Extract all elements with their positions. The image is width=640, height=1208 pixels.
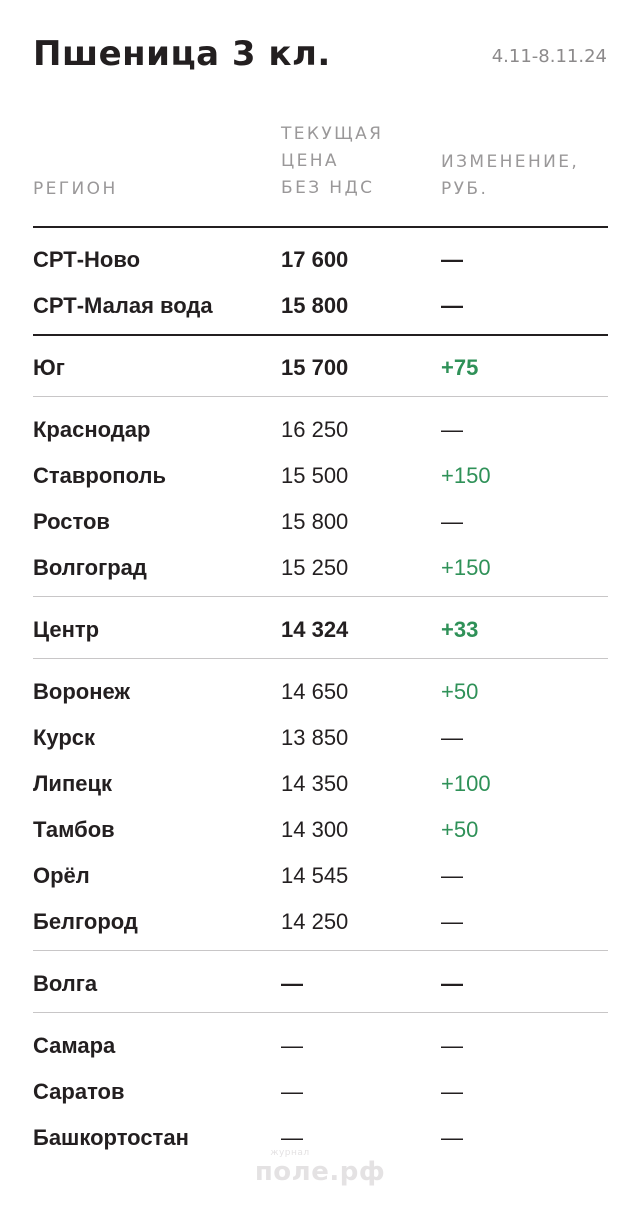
header-divider bbox=[33, 226, 608, 228]
change-value: +100 bbox=[441, 771, 491, 796]
page-title: Пшеница 3 кл. bbox=[33, 34, 331, 74]
price-value: 14 650 bbox=[281, 679, 349, 704]
table-row: Краснодар 16 250 — bbox=[0, 415, 640, 445]
group-divider bbox=[33, 396, 608, 397]
price-value: 14 324 bbox=[281, 617, 349, 642]
table-row: Волгоград 15 250 +150 bbox=[0, 553, 640, 583]
table-row: Воронеж 14 650 +50 bbox=[0, 677, 640, 707]
watermark-logo: журнал поле.рф bbox=[0, 1148, 640, 1186]
table-row: СРТ-Малая вода 15 800 — bbox=[0, 291, 640, 321]
group-divider bbox=[33, 658, 608, 659]
price-value: 14 250 bbox=[281, 909, 349, 934]
price-value: 14 350 bbox=[281, 771, 349, 796]
table-row-group-total: Волга — — bbox=[0, 969, 640, 999]
region-name: Липецк bbox=[33, 771, 113, 796]
change-value: +50 bbox=[441, 679, 479, 704]
change-value: — bbox=[441, 725, 463, 750]
table-row: Орёл 14 545 — bbox=[0, 861, 640, 891]
region-name: Башкортостан bbox=[33, 1125, 189, 1150]
column-header-price: ТЕКУЩАЯ ЦЕНА БЕЗ НДС bbox=[281, 124, 384, 198]
price-value: — bbox=[281, 1033, 303, 1058]
price-value: 13 850 bbox=[281, 725, 349, 750]
table-row: Самара — — bbox=[0, 1031, 640, 1061]
group-divider bbox=[33, 1012, 608, 1013]
table-row: Белгород 14 250 — bbox=[0, 907, 640, 937]
watermark-brand-text: поле.рф bbox=[254, 1157, 386, 1187]
change-value: +50 bbox=[441, 817, 479, 842]
region-name: Центр bbox=[33, 617, 100, 642]
column-header-region: РЕГИОН bbox=[33, 179, 118, 199]
price-value: 15 700 bbox=[281, 355, 349, 380]
price-value: 14 545 bbox=[281, 863, 349, 888]
watermark-small-text: журнал bbox=[270, 1148, 310, 1158]
change-value: +150 bbox=[441, 555, 491, 580]
column-header-change: ИЗМЕНЕНИЕ, РУБ. bbox=[441, 152, 580, 199]
table-row-group-total: Юг 15 700 +75 bbox=[0, 353, 640, 383]
table-row: Ставрополь 15 500 +150 bbox=[0, 461, 640, 491]
group-divider bbox=[33, 334, 608, 336]
region-name: Ростов bbox=[33, 509, 110, 534]
change-value: — bbox=[441, 909, 463, 934]
price-value: 15 800 bbox=[281, 293, 349, 318]
price-value: 14 300 bbox=[281, 817, 349, 842]
table-row: Липецк 14 350 +100 bbox=[0, 769, 640, 799]
table-row-group-total: Центр 14 324 +33 bbox=[0, 615, 640, 645]
table-row: Саратов — — bbox=[0, 1077, 640, 1107]
price-value: 17 600 bbox=[281, 247, 349, 272]
group-divider bbox=[33, 950, 608, 951]
price-value: 15 800 bbox=[281, 509, 349, 534]
change-value: +75 bbox=[441, 355, 479, 380]
region-name: СРТ-Малая вода bbox=[33, 293, 213, 318]
change-value: — bbox=[441, 971, 463, 996]
change-value: — bbox=[441, 247, 463, 272]
change-value: — bbox=[441, 509, 463, 534]
table-row: Ростов 15 800 — bbox=[0, 507, 640, 537]
region-name: Юг bbox=[33, 355, 65, 380]
region-name: Краснодар bbox=[33, 417, 151, 442]
price-value: — bbox=[281, 1125, 303, 1150]
table-row: СРТ-Ново 17 600 — bbox=[0, 245, 640, 275]
region-name: СРТ-Ново bbox=[33, 247, 141, 272]
region-name: Саратов bbox=[33, 1079, 125, 1104]
change-value: — bbox=[441, 1079, 463, 1104]
region-name: Воронеж bbox=[33, 679, 131, 704]
table-row: Тамбов 14 300 +50 bbox=[0, 815, 640, 845]
region-name: Тамбов bbox=[33, 817, 115, 842]
table-row: Курск 13 850 — bbox=[0, 723, 640, 753]
price-value: 16 250 bbox=[281, 417, 349, 442]
change-value: — bbox=[441, 417, 463, 442]
change-value: — bbox=[441, 863, 463, 888]
change-value: — bbox=[441, 1125, 463, 1150]
price-value: 15 500 bbox=[281, 463, 349, 488]
region-name: Волга bbox=[33, 971, 98, 996]
table-row: Башкортостан — — bbox=[0, 1123, 640, 1153]
region-name: Волгоград bbox=[33, 555, 147, 580]
change-value: — bbox=[441, 293, 463, 318]
change-value: — bbox=[441, 1033, 463, 1058]
price-value: 15 250 bbox=[281, 555, 349, 580]
price-value: — bbox=[281, 971, 303, 996]
change-value: +33 bbox=[441, 617, 479, 642]
date-range: 4.11-8.11.24 bbox=[491, 46, 607, 67]
change-value: +150 bbox=[441, 463, 491, 488]
group-divider bbox=[33, 596, 608, 597]
region-name: Орёл bbox=[33, 863, 90, 888]
region-name: Белгород bbox=[33, 909, 138, 934]
price-value: — bbox=[281, 1079, 303, 1104]
region-name: Самара bbox=[33, 1033, 116, 1058]
region-name: Курск bbox=[33, 725, 96, 750]
region-name: Ставрополь bbox=[33, 463, 166, 488]
